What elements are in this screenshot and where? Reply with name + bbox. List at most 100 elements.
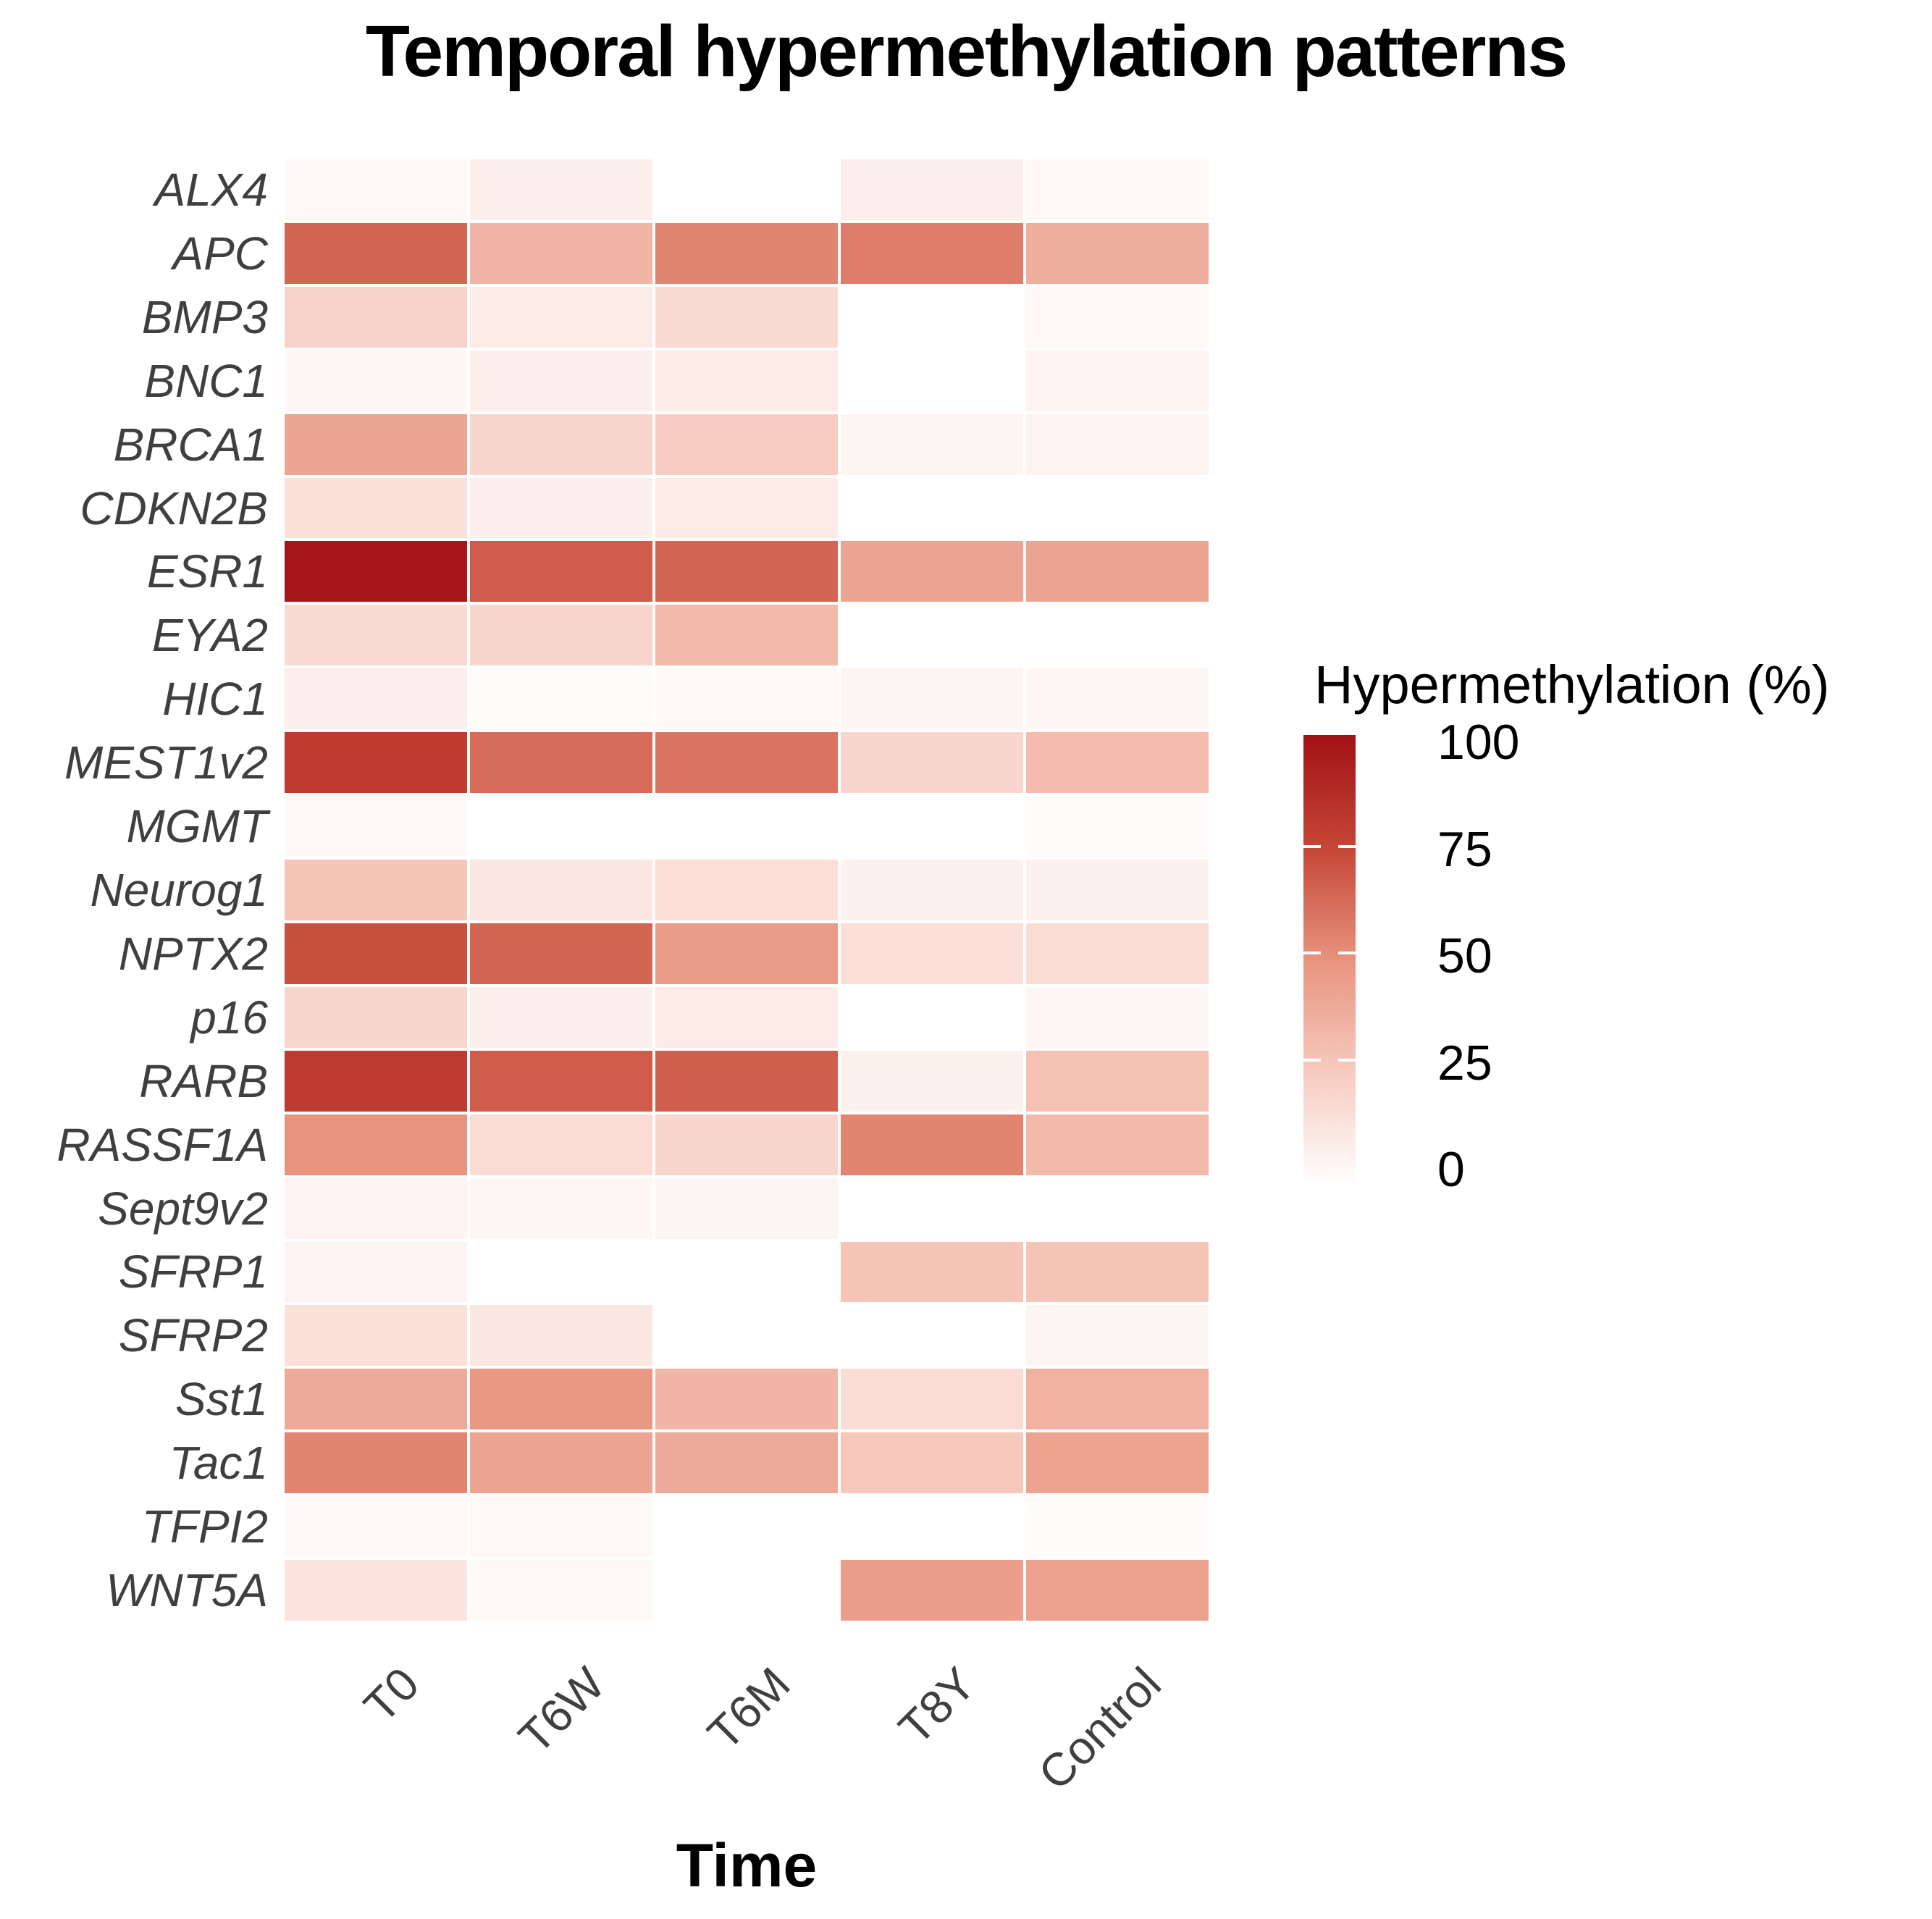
heatmap-cell xyxy=(1026,605,1209,666)
heatmap-cell xyxy=(470,1560,652,1621)
heatmap-cell xyxy=(470,159,652,220)
heatmap-cell xyxy=(655,477,838,539)
heatmap-cell xyxy=(285,605,467,666)
legend-tick-label: 50 xyxy=(1437,928,1492,983)
heatmap-cell xyxy=(285,350,467,411)
heatmap-cell xyxy=(470,1432,652,1494)
heatmap-cell xyxy=(470,1369,652,1430)
heatmap-cell xyxy=(1026,1241,1209,1303)
heatmap-cell xyxy=(841,1305,1023,1366)
gene-label: BNC1 xyxy=(144,354,268,407)
heatmap-cell xyxy=(470,222,652,284)
heatmap-cell xyxy=(655,1114,838,1175)
heatmap-cell xyxy=(655,732,838,794)
heatmap-cell xyxy=(285,860,467,920)
gene-label: SFRP2 xyxy=(118,1309,268,1362)
heatmap-cell xyxy=(470,1114,652,1175)
heatmap-cell xyxy=(655,605,838,666)
heatmap-cell xyxy=(841,1241,1023,1303)
heatmap-cell xyxy=(1026,541,1209,602)
legend-tick-mark xyxy=(1338,844,1356,848)
gene-label: p16 xyxy=(190,991,268,1044)
heatmap-cell xyxy=(655,860,838,920)
gene-label: Sept9v2 xyxy=(98,1182,268,1235)
gene-label: APC xyxy=(172,227,268,280)
chart-title: Temporal hypermethylation patterns xyxy=(365,11,1568,92)
heatmap-cell xyxy=(470,732,652,794)
heatmap-cell xyxy=(1026,222,1209,284)
heatmap-cell xyxy=(285,1177,467,1239)
gene-label: MGMT xyxy=(126,800,269,853)
heatmap-cell xyxy=(1026,286,1209,348)
heatmap-cell xyxy=(1026,1560,1209,1621)
heatmap-cell xyxy=(470,668,652,730)
heatmap-cell xyxy=(1026,1496,1209,1558)
legend-tick-mark xyxy=(1303,844,1321,848)
heatmap-cell xyxy=(285,1369,467,1430)
heatmap-cell xyxy=(285,1432,467,1494)
heatmap-cell xyxy=(655,222,838,284)
legend-tick-mark xyxy=(1303,1058,1321,1062)
heatmap-cell xyxy=(285,1560,467,1621)
heatmap-cell xyxy=(1026,1114,1209,1175)
heatmap-cell xyxy=(655,286,838,348)
legend-tick-label: 75 xyxy=(1437,821,1492,877)
heatmap-cell xyxy=(841,732,1023,794)
gene-label: SFRP1 xyxy=(118,1246,268,1298)
heatmap-cell xyxy=(470,350,652,411)
heatmap-cell xyxy=(841,1432,1023,1494)
heatmap-cell xyxy=(655,668,838,730)
heatmap-cell xyxy=(470,541,652,602)
heatmap-cell xyxy=(655,986,838,1048)
heatmap-cell xyxy=(655,1305,838,1366)
heatmap-cell xyxy=(655,1432,838,1494)
heatmap-cell xyxy=(655,1369,838,1430)
gene-label: RASSF1A xyxy=(56,1118,268,1171)
heatmap-cell xyxy=(470,1050,652,1112)
heatmap-cell xyxy=(285,1114,467,1175)
heatmap-cell xyxy=(1026,1050,1209,1112)
heatmap-cell xyxy=(655,350,838,411)
heatmap-cell xyxy=(1026,986,1209,1048)
gene-label: EYA2 xyxy=(151,609,268,662)
heatmap-cell xyxy=(841,1114,1023,1175)
heatmap-cell xyxy=(1026,413,1209,475)
heatmap-cell xyxy=(841,1560,1023,1621)
legend-tick-label: 25 xyxy=(1437,1035,1492,1091)
gene-label: CDKN2B xyxy=(80,482,268,534)
legend-tick-mark xyxy=(1338,1058,1356,1062)
heatmap-cell xyxy=(470,1241,652,1303)
heatmap-cell xyxy=(285,1305,467,1366)
heatmap-cell xyxy=(1026,159,1209,220)
heatmap-cell xyxy=(470,796,652,857)
heatmap-cell xyxy=(841,668,1023,730)
heatmap-cell xyxy=(285,986,467,1048)
heatmap-cell xyxy=(841,159,1023,220)
heatmap-cell xyxy=(285,668,467,730)
heatmap-cell xyxy=(285,477,467,539)
gene-label: HIC1 xyxy=(162,673,268,726)
heatmap-cell xyxy=(1026,668,1209,730)
heatmap-cell xyxy=(285,732,467,794)
gene-label: RARB xyxy=(139,1054,268,1107)
heatmap-cell xyxy=(1026,923,1209,984)
heatmap-cell xyxy=(841,222,1023,284)
gene-label: WNT5A xyxy=(106,1564,268,1617)
heatmap-cell xyxy=(1026,860,1209,920)
heatmap-cell xyxy=(841,1369,1023,1430)
heatmap-cell xyxy=(285,286,467,348)
heatmap-cell xyxy=(655,413,838,475)
heatmap-cell xyxy=(655,1177,838,1239)
heatmap-cell xyxy=(285,796,467,857)
gene-label: ALX4 xyxy=(154,163,268,216)
heatmap-cell xyxy=(841,1496,1023,1558)
heatmap-cell xyxy=(655,159,838,220)
x-axis-title: Time xyxy=(676,1831,818,1899)
heatmap-cell xyxy=(841,477,1023,539)
heatmap-cell xyxy=(285,1050,467,1112)
heatmap-cell xyxy=(285,1241,467,1303)
heatmap-cell xyxy=(1026,350,1209,411)
heatmap-cell xyxy=(470,286,652,348)
heatmap-cell xyxy=(1026,1305,1209,1366)
heatmap-cell xyxy=(841,986,1023,1048)
